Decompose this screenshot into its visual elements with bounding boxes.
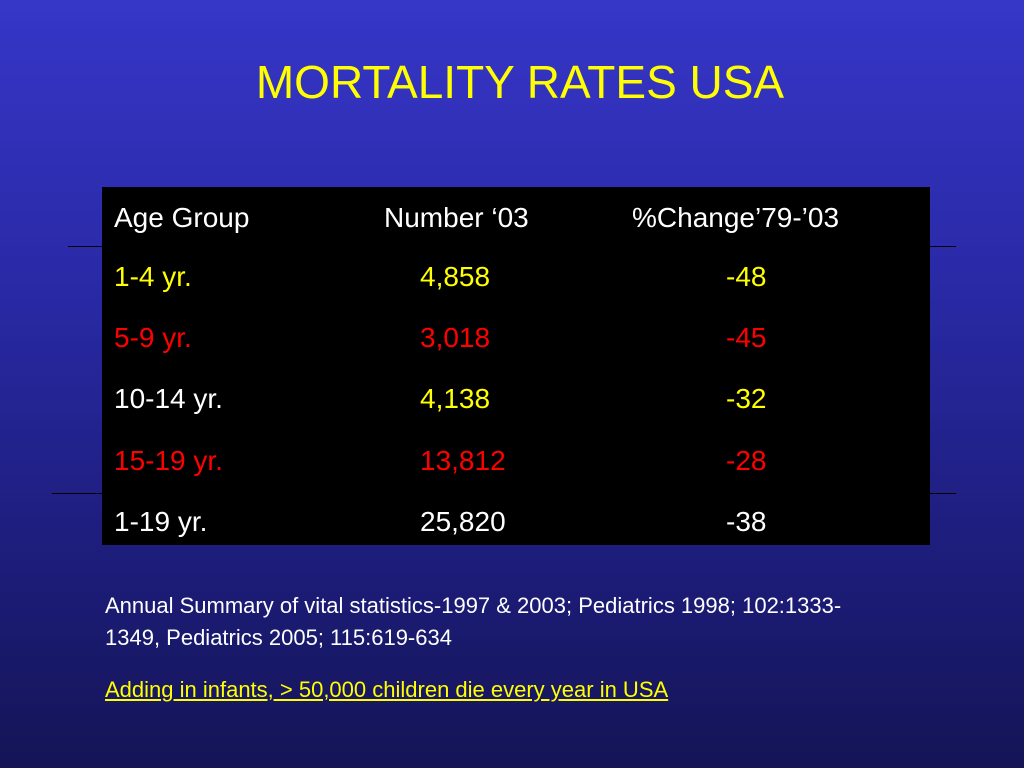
row-number: 13,812 bbox=[420, 445, 506, 476]
slide-title: MORTALITY RATES USA bbox=[255, 56, 785, 108]
table-row: 10-14 yr. 4,138 -32 bbox=[102, 368, 930, 430]
row-age: 10-14 yr. bbox=[114, 383, 223, 414]
header-number: Number ‘03 bbox=[384, 202, 529, 233]
table-header-row: Age Group Number ‘03 %Change’79-’03 bbox=[102, 187, 930, 249]
row-number: 25,820 bbox=[420, 506, 506, 537]
row-age: 5-9 yr. bbox=[114, 322, 192, 353]
header-age-group: Age Group bbox=[114, 202, 250, 233]
header-change: %Change’79-’03 bbox=[632, 202, 840, 233]
row-age: 1-4 yr. bbox=[114, 261, 192, 292]
row-change: -48 bbox=[726, 261, 767, 292]
row-change: -32 bbox=[726, 383, 767, 414]
row-number: 3,018 bbox=[420, 322, 491, 353]
row-change: -45 bbox=[726, 322, 767, 353]
table-row: 15-19 yr. 13,812 -28 bbox=[102, 430, 930, 492]
row-age: 1-19 yr. bbox=[114, 506, 208, 537]
row-age: 15-19 yr. bbox=[114, 445, 223, 476]
row-number: 4,858 bbox=[420, 261, 491, 292]
row-change: -38 bbox=[726, 506, 767, 537]
row-number: 4,138 bbox=[420, 383, 491, 414]
source-citation: Annual Summary of vital statistics-1997 … bbox=[105, 593, 842, 650]
table-row: 1-19 yr. 25,820 -38 bbox=[102, 491, 930, 553]
table-row: 5-9 yr. 3,018 -45 bbox=[102, 307, 930, 369]
mortality-table: Age Group Number ‘03 %Change’79-’03 1-4 … bbox=[102, 187, 930, 545]
footnote-link[interactable]: Adding in infants, > 50,000 children die… bbox=[105, 677, 669, 702]
table-row: 1-4 yr. 4,858 -48 bbox=[102, 246, 930, 308]
row-change: -28 bbox=[726, 445, 767, 476]
